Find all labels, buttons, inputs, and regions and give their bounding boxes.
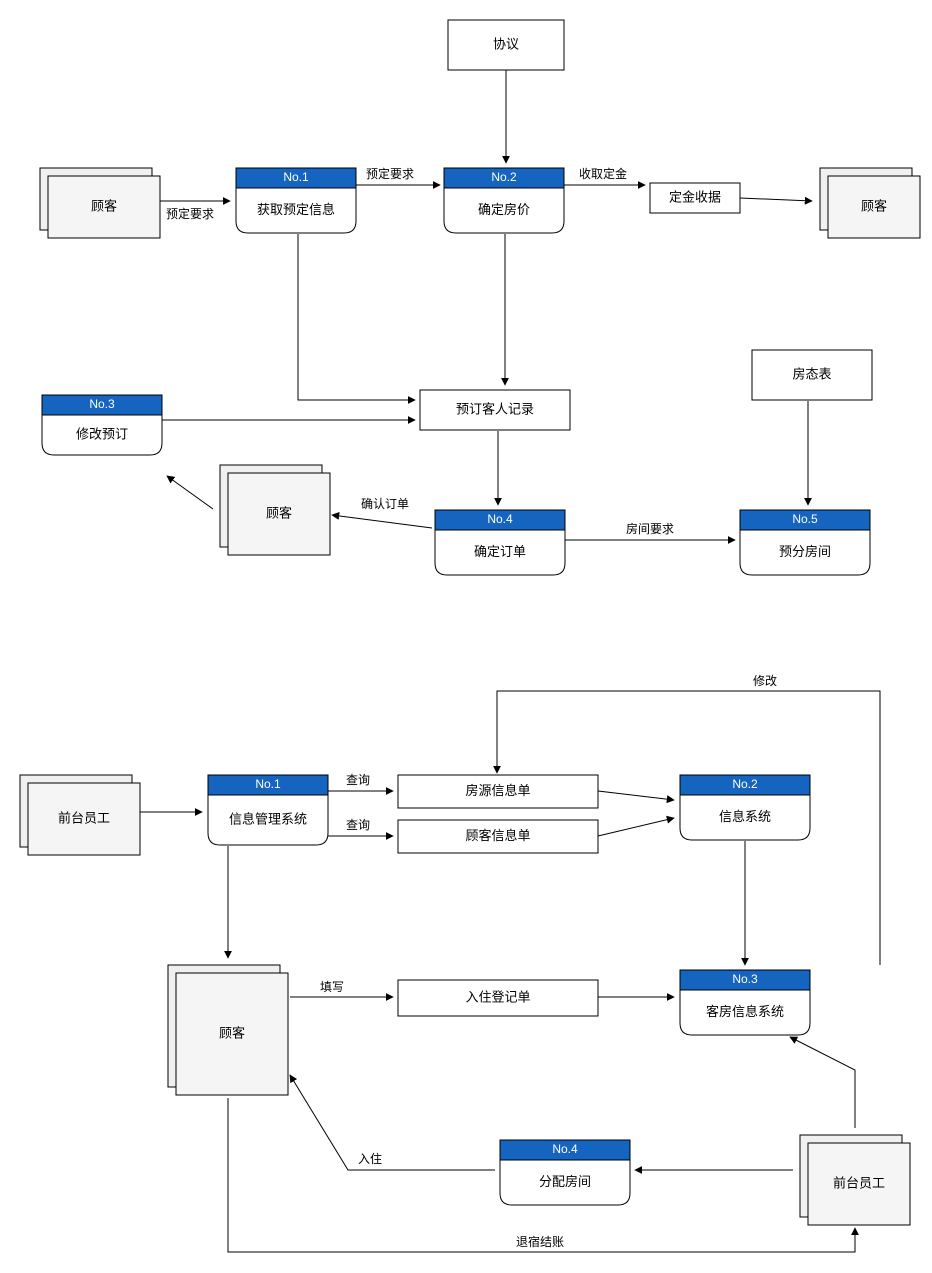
svg-text:No.2: No.2 xyxy=(732,777,758,791)
node-cust_info: 顾客信息单 xyxy=(398,820,598,853)
svg-text:No.4: No.4 xyxy=(552,1142,578,1156)
node-staff_l: 前台员工 xyxy=(20,775,140,855)
svg-text:修改: 修改 xyxy=(753,673,777,688)
svg-text:顾客: 顾客 xyxy=(219,1025,245,1040)
node-cust_b: 顾客 xyxy=(168,965,288,1095)
svg-text:No.2: No.2 xyxy=(491,170,517,184)
svg-text:No.1: No.1 xyxy=(255,777,281,791)
svg-text:确定订单: 确定订单 xyxy=(474,544,526,559)
svg-text:收取定金: 收取定金 xyxy=(579,166,627,181)
svg-text:入住: 入住 xyxy=(358,1152,382,1166)
svg-text:No.3: No.3 xyxy=(89,397,115,411)
svg-text:预订客人记录: 预订客人记录 xyxy=(456,401,534,416)
svg-text:No.1: No.1 xyxy=(283,170,309,184)
svg-text:确定房价: 确定房价 xyxy=(478,202,530,217)
svg-text:房态表: 房态表 xyxy=(792,366,831,381)
svg-text:顾客: 顾客 xyxy=(91,198,117,213)
svg-text:顾客: 顾客 xyxy=(861,198,887,213)
svg-text:No.4: No.4 xyxy=(487,512,513,526)
node-p3: No.3 修改预订 xyxy=(42,395,162,455)
node-cust_m: 顾客 xyxy=(220,465,330,555)
svg-text:前台员工: 前台员工 xyxy=(833,1175,885,1190)
svg-text:填写: 填写 xyxy=(320,980,344,994)
svg-text:No.3: No.3 xyxy=(732,972,758,986)
svg-text:信息系统: 信息系统 xyxy=(719,809,771,824)
svg-text:顾客: 顾客 xyxy=(266,505,292,520)
svg-text:确认订单: 确认订单 xyxy=(361,497,409,511)
svg-text:顾客信息单: 顾客信息单 xyxy=(465,828,530,843)
node-booking_rec: 预订客人记录 xyxy=(420,390,570,430)
svg-text:修改预订: 修改预订 xyxy=(76,426,128,441)
node-room_info: 房源信息单 xyxy=(398,775,598,808)
node-p2: No.2 确定房价 xyxy=(444,168,564,233)
svg-text:获取预定信息: 获取预定信息 xyxy=(257,202,335,217)
svg-text:前台员工: 前台员工 xyxy=(58,810,110,825)
svg-text:定金收据: 定金收据 xyxy=(669,189,721,204)
node-room_status: 房态表 xyxy=(752,350,872,400)
svg-text:协议: 协议 xyxy=(493,36,519,51)
node-checkin: 入住登记单 xyxy=(398,980,598,1016)
svg-text:No.5: No.5 xyxy=(792,512,818,526)
svg-text:入住登记单: 入住登记单 xyxy=(465,989,530,1004)
node-b_p3: No.3 客房信息系统 xyxy=(680,970,810,1035)
svg-text:查询: 查询 xyxy=(346,818,370,832)
svg-text:信息管理系统: 信息管理系统 xyxy=(229,811,307,826)
svg-text:房源信息单: 房源信息单 xyxy=(465,783,530,798)
node-b_p2: No.2 信息系统 xyxy=(680,775,810,840)
svg-text:分配房间: 分配房间 xyxy=(539,1174,591,1189)
svg-text:客房信息系统: 客房信息系统 xyxy=(706,1004,784,1019)
node-b_p4: No.4 分配房间 xyxy=(500,1140,630,1205)
node-b_p1: No.1 信息管理系统 xyxy=(208,775,328,845)
svg-text:预定要求: 预定要求 xyxy=(366,166,414,181)
node-deposit: 定金收据 xyxy=(650,183,740,213)
svg-text:查询: 查询 xyxy=(346,773,370,787)
node-p4: No.4 确定订单 xyxy=(435,510,565,575)
svg-text:预定要求: 预定要求 xyxy=(166,206,214,221)
node-p1: No.1 获取预定信息 xyxy=(236,168,356,233)
node-cust_tl: 顾客 xyxy=(40,168,160,238)
svg-text:房间要求: 房间要求 xyxy=(626,521,674,536)
nodes-group: 协议顾客顾客No.1获取预定信息No.2确定房价定金收据预订客人记录房态表No.… xyxy=(20,20,920,1225)
svg-text:退宿结账: 退宿结账 xyxy=(516,1234,564,1249)
node-cust_tr: 顾客 xyxy=(820,168,920,238)
svg-text:预分房间: 预分房间 xyxy=(779,544,831,559)
flowchart-canvas: 预定要求预定要求收取定金确认订单房间要求查询查询修改填写入住退宿结账协议顾客顾客… xyxy=(0,0,932,1273)
node-p5: No.5 预分房间 xyxy=(740,510,870,575)
node-staff_r: 前台员工 xyxy=(800,1135,910,1225)
node-protocol: 协议 xyxy=(448,20,564,70)
